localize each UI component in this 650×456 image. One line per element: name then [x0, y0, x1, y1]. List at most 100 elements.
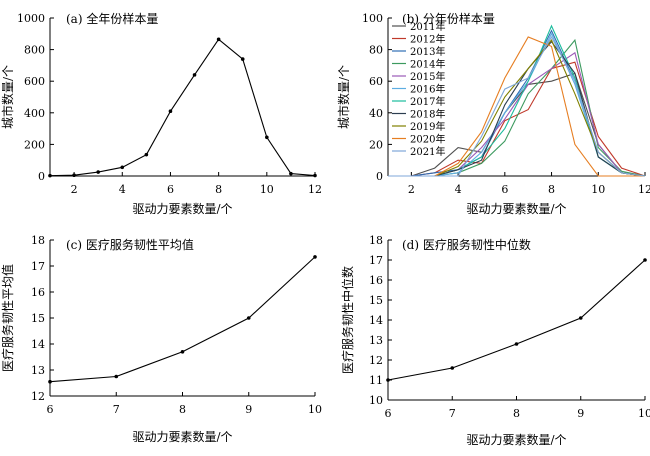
data-point — [289, 171, 293, 176]
legend-label: 2016年 — [410, 83, 445, 96]
x-tick-label: 12 — [308, 183, 322, 196]
legend-label: 2020年 — [410, 133, 445, 146]
y-tick-label: 14 — [31, 338, 45, 351]
legend-label: 2021年 — [410, 145, 445, 158]
legend-label: 2015年 — [410, 70, 445, 83]
y-tick-label: 12 — [31, 390, 45, 403]
x-axis-label: 驱动力要素数量/个 — [466, 201, 566, 216]
x-tick-label: 6 — [501, 183, 508, 196]
y-tick-label: 18 — [31, 234, 45, 247]
data-point — [48, 379, 52, 384]
x-tick-label: 8 — [179, 403, 186, 416]
y-tick-label: 13 — [369, 334, 383, 347]
chart-title: (d) 医疗服务韧性中位数 — [402, 237, 531, 252]
x-tick-label: 10 — [308, 403, 322, 416]
y-tick-label: 600 — [24, 75, 45, 88]
x-tick-label: 2 — [408, 183, 415, 196]
series-line — [387, 259, 646, 381]
x-tick-label: 10 — [591, 183, 605, 196]
data-point — [144, 152, 149, 157]
y-axis-label: 城市数量/个 — [0, 65, 15, 129]
data-point — [246, 316, 251, 320]
data-point — [192, 73, 197, 77]
y-tick-label: 11 — [369, 374, 383, 387]
legend-label: 2011年 — [410, 20, 445, 33]
x-tick-label: 6 — [47, 403, 54, 416]
series-line — [49, 256, 316, 383]
y-tick-label: 12 — [369, 354, 383, 367]
chart-title: (a) 全年份样本量 — [66, 11, 158, 26]
data-point — [180, 350, 185, 354]
y-tick-label: 18 — [369, 234, 383, 247]
chart-title: (b) 分年份样本量 — [402, 11, 495, 26]
x-tick-label: 8 — [513, 407, 520, 420]
y-tick-label: 200 — [24, 138, 45, 151]
x-tick-label: 7 — [449, 407, 456, 420]
chart-panel-a: 0 200 400 600 800 1000 2 4 6 8 10 12 (a) 全年份样本量驱动力要素… — [0, 11, 322, 216]
y-tick-label: 16 — [369, 274, 383, 287]
legend-label: 2014年 — [410, 58, 445, 71]
series-line — [49, 38, 316, 177]
x-tick-label: 8 — [215, 183, 222, 196]
y-tick-label: 20 — [369, 138, 383, 151]
data-point — [120, 165, 125, 170]
data-point — [216, 37, 221, 42]
legend: 2011年2012年2013年2014年2015年2016年2017年2018年… — [392, 20, 445, 158]
y-tick-label: 40 — [369, 107, 383, 120]
chart-panel-c: 12 13 14 15 16 17 18 6 7 8 9 10 (c) 医疗服务韧性平均值驱动力要素数量… — [0, 234, 322, 444]
data-point — [48, 173, 52, 178]
legend-label: 2017年 — [410, 95, 445, 108]
y-tick-label: 1000 — [17, 12, 45, 25]
x-tick-label: 9 — [245, 403, 252, 416]
data-point — [313, 173, 317, 178]
y-axis-label: 城市数量/个 — [336, 65, 351, 129]
y-tick-label: 17 — [369, 254, 383, 267]
x-axis-label: 驱动力要素数量/个 — [132, 201, 232, 216]
x-tick-label: 4 — [119, 183, 126, 196]
y-tick-label: 100 — [362, 12, 383, 25]
y-tick-label: 10 — [369, 394, 383, 407]
legend-label: 2018年 — [410, 108, 445, 121]
x-tick-label: 8 — [548, 183, 555, 196]
data-point — [265, 135, 269, 140]
y-tick-label: 14 — [369, 314, 383, 327]
x-tick-label: 6 — [385, 407, 392, 420]
y-tick-label: 80 — [369, 44, 383, 57]
data-point — [72, 173, 76, 178]
legend-label: 2013年 — [410, 45, 445, 58]
y-tick-label: 0 — [38, 170, 45, 183]
chart-title: (c) 医疗服务韧性平均值 — [66, 237, 194, 252]
legend-label: 2019年 — [410, 120, 445, 133]
data-point — [168, 109, 173, 114]
x-axis-label: 驱动力要素数量/个 — [132, 429, 232, 444]
data-point — [514, 342, 519, 346]
y-tick-label: 15 — [369, 294, 383, 307]
data-point — [313, 255, 317, 259]
data-point — [96, 170, 100, 174]
y-tick-label: 13 — [31, 364, 45, 377]
y-tick-label: 17 — [31, 260, 45, 273]
series-line-2021年 — [388, 35, 646, 177]
x-tick-label: 12 — [638, 183, 650, 196]
data-point — [643, 258, 647, 262]
data-point — [114, 374, 119, 379]
legend-label: 2012年 — [410, 33, 445, 46]
y-tick-label: 60 — [369, 75, 383, 88]
x-tick-label: 9 — [577, 407, 584, 420]
y-axis-label: 医疗服务韧性平均值 — [0, 264, 15, 372]
x-tick-label: 7 — [113, 403, 120, 416]
data-point — [240, 57, 245, 61]
x-tick-label: 2 — [71, 183, 78, 196]
y-tick-label: 16 — [31, 286, 45, 299]
data-point — [450, 366, 455, 370]
y-tick-label: 15 — [31, 312, 45, 325]
chart-panel-d: 10 11 12 13 14 15 16 17 18 6 7 8 9 10 (d) 医疗服务韧性中位数驱动力… — [340, 234, 650, 447]
data-point — [386, 378, 390, 382]
y-axis-label: 医疗服务韧性中位数 — [340, 266, 355, 374]
x-tick-label: 4 — [455, 183, 462, 196]
data-point — [578, 316, 583, 320]
y-tick-label: 0 — [376, 170, 383, 183]
x-tick-label: 10 — [260, 183, 274, 196]
